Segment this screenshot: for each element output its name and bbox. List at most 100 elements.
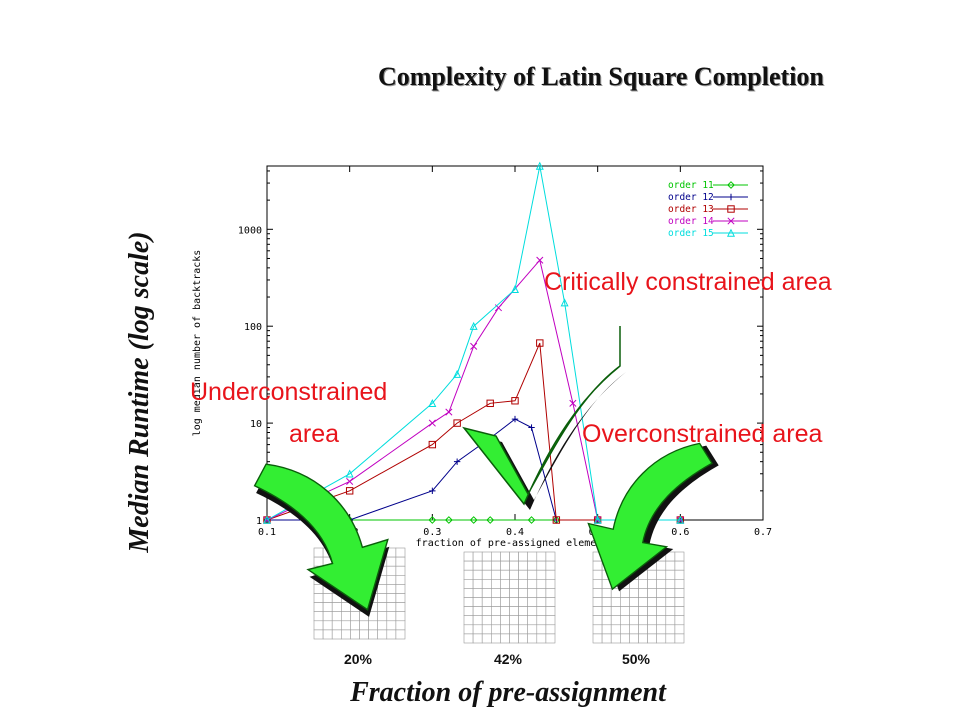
grid-cell xyxy=(647,569,657,580)
data-point xyxy=(535,161,544,170)
x-tick-label: 0.6 xyxy=(671,527,689,538)
data-point xyxy=(445,408,453,416)
grid-cell xyxy=(545,551,556,562)
grid-cell xyxy=(331,602,342,612)
grid-cell xyxy=(395,574,406,585)
grid-cell xyxy=(368,620,379,631)
grid-cell xyxy=(674,569,685,580)
grid-cell xyxy=(518,597,528,607)
grid-cell xyxy=(509,633,519,644)
grid-cell xyxy=(601,633,612,644)
grid-cell xyxy=(527,578,538,589)
grid-cell xyxy=(518,615,528,626)
grid-cell xyxy=(647,578,657,589)
grid-cell xyxy=(647,606,657,616)
grid-cell xyxy=(395,620,406,631)
grid-cell xyxy=(592,606,603,616)
grid-cell xyxy=(647,624,657,635)
grid-cell xyxy=(350,629,360,640)
grid-cell xyxy=(509,551,519,562)
grid-cell xyxy=(629,606,639,616)
grid-cell xyxy=(518,569,528,580)
grid-cell xyxy=(481,551,492,562)
grid-cell xyxy=(619,588,630,598)
data-point xyxy=(511,397,519,405)
grid-cell xyxy=(527,597,538,607)
grid-cell xyxy=(592,624,603,635)
grid-cell xyxy=(490,633,501,644)
legend-label: order 14 xyxy=(668,216,714,227)
grid-cell xyxy=(509,588,519,598)
x-tick-label: 0.3 xyxy=(423,527,441,538)
grid-cell xyxy=(545,624,556,635)
grid-cell xyxy=(545,569,556,580)
grid-cell xyxy=(527,551,538,562)
grid-cell xyxy=(638,633,648,644)
data-point xyxy=(428,516,437,524)
grid-cell xyxy=(340,629,351,640)
grid-cell xyxy=(490,597,501,607)
grid-cell xyxy=(592,569,603,580)
grid-cell xyxy=(619,633,630,644)
grid-cell xyxy=(395,565,406,576)
grid-cell xyxy=(674,578,685,589)
grid-cell xyxy=(490,551,501,562)
grid-cell xyxy=(500,606,510,616)
grid-cell xyxy=(395,593,406,603)
grid-cell xyxy=(350,611,360,622)
grid-cell xyxy=(536,606,547,616)
data-point xyxy=(560,298,569,307)
grid-cell xyxy=(500,560,510,571)
grid-cell xyxy=(601,615,612,626)
grid-cell xyxy=(665,588,676,598)
grid-cell xyxy=(313,611,324,622)
data-point xyxy=(486,516,495,524)
grid-cell xyxy=(313,602,324,612)
grid-cell xyxy=(601,606,612,616)
grid-cell xyxy=(463,597,474,607)
data-point xyxy=(428,399,437,408)
grid-cell xyxy=(481,588,492,598)
grid-cell xyxy=(629,633,639,644)
grid-cell xyxy=(527,633,538,644)
data-point xyxy=(536,256,544,264)
grid-cell xyxy=(518,578,528,589)
data-point xyxy=(346,477,354,485)
grid-cell xyxy=(674,615,685,626)
grid-cell xyxy=(463,606,474,616)
grid-cell xyxy=(536,633,547,644)
grid-cell xyxy=(665,578,676,589)
grid-cell xyxy=(601,597,612,607)
data-point xyxy=(527,516,536,524)
grid-cell xyxy=(592,597,603,607)
grid-label-50: 50% xyxy=(621,651,651,667)
arrow-down-left-icon xyxy=(253,463,390,617)
grid-cell xyxy=(463,615,474,626)
grid-cell xyxy=(674,624,685,635)
grid-cell xyxy=(665,560,676,571)
series-line xyxy=(266,342,681,521)
y-tick-label: 1000 xyxy=(238,225,262,236)
grid-cell xyxy=(592,588,603,598)
grid-cell xyxy=(490,624,501,635)
grid-cell xyxy=(472,606,483,616)
grid-cell xyxy=(395,556,406,567)
grid-cell xyxy=(490,606,501,616)
grid-cell xyxy=(386,611,397,622)
grid-label-20: 20% xyxy=(343,651,373,667)
grid-cell xyxy=(359,620,369,631)
underconstrained-label-area: area xyxy=(289,420,340,448)
grid-cell xyxy=(665,606,676,616)
grid-cell xyxy=(545,560,556,571)
grid-cell xyxy=(619,615,630,626)
grid-cell xyxy=(674,633,685,644)
grid-cell xyxy=(322,629,333,640)
grid-cell xyxy=(395,584,406,594)
data-point xyxy=(453,419,461,427)
grid-cell xyxy=(527,560,538,571)
grid-cell xyxy=(619,606,630,616)
grid-cell xyxy=(472,615,483,626)
grid-cell xyxy=(656,606,667,616)
grid-cell xyxy=(536,569,547,580)
